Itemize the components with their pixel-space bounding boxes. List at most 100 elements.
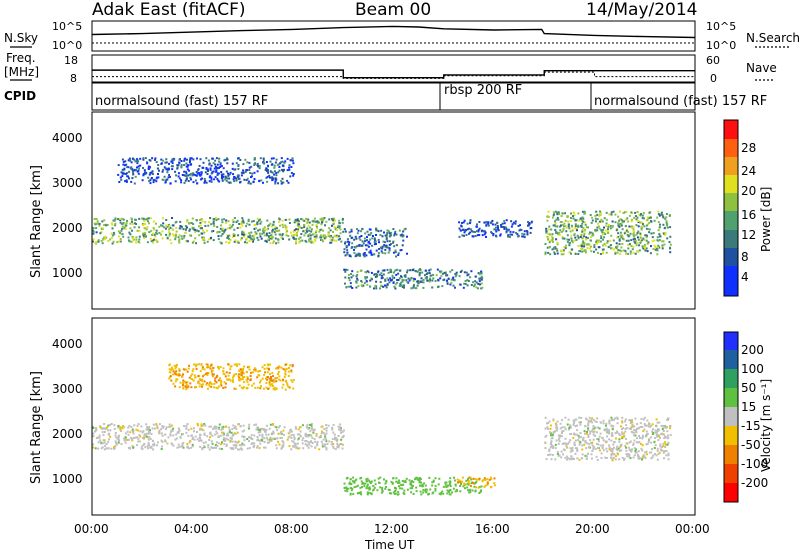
velocity-cell-4-439 [633, 454, 636, 457]
velocity-cell-0-183 [114, 440, 117, 443]
power-cell-5-84 [583, 243, 586, 246]
power-cell-0-495 [166, 225, 169, 228]
power-cell-5-354 [561, 212, 564, 215]
power-cell-2-22 [369, 238, 372, 241]
velocity-cell-0-169 [179, 435, 182, 438]
power-cell-5-550 [619, 210, 621, 213]
power-cell-0-46 [119, 240, 122, 243]
velocity-cell-4-143 [610, 450, 613, 452]
velocity-cell-4-536 [575, 418, 578, 421]
power-cell-0-126 [111, 223, 114, 226]
power-cell-5-187 [593, 250, 595, 253]
power-cell-1-118 [138, 167, 141, 170]
power-cell-5-137 [565, 244, 567, 247]
velocity-cell-1-185 [285, 379, 287, 382]
velocity-cell-4-351 [625, 453, 628, 456]
velocity-cell-0-593 [247, 426, 250, 429]
power-cell-3-216 [401, 286, 404, 288]
velocity-cell-2-93 [350, 489, 353, 492]
power-cell-5-110 [573, 214, 576, 217]
power-cell-3-155 [418, 282, 421, 285]
power-cell-5-415 [669, 226, 672, 229]
power-cell-1-378 [183, 170, 186, 173]
power-cell-1-333 [121, 168, 124, 171]
velocity-cell-0-417 [176, 446, 179, 449]
power-cell-5-259 [610, 234, 613, 237]
power-cell-0-564 [119, 217, 122, 220]
power-cell-0-321 [301, 218, 304, 221]
power-cell-2-187 [389, 234, 392, 237]
velocity-cell-0-233 [145, 435, 148, 438]
velocity-cell-2-22 [431, 481, 434, 484]
velocity-cell-4-572 [637, 455, 640, 458]
power-cell-2-182 [373, 253, 376, 256]
power-cell-3-102 [355, 281, 358, 284]
power-cell-0-683 [153, 238, 155, 241]
velocity-cell-4-587 [616, 445, 619, 448]
velocity-cell-4-497 [589, 430, 592, 433]
velocity-cell-0-626 [337, 444, 339, 447]
velocity-cell-0-346 [131, 444, 134, 447]
velocity-cell-4-412 [651, 456, 654, 459]
velocity-cell-1-116 [272, 387, 275, 390]
power-cell-1-88 [133, 182, 136, 185]
power-cell-3-45 [474, 280, 477, 283]
power-cell-1-85 [144, 171, 147, 174]
power-cell-5-490 [614, 221, 617, 224]
velocity-cell-0-485 [180, 445, 183, 448]
velocity-cell-0-696 [216, 432, 219, 435]
power-cell-0-458 [329, 238, 332, 241]
velocity-cell-0-196 [100, 441, 103, 444]
velocity-cell-1-92 [249, 375, 252, 377]
power-cell-2-107 [360, 235, 363, 237]
power-cell-0-548 [128, 231, 131, 234]
velocity-cell-4-371 [585, 432, 588, 435]
power-cell-0-456 [117, 235, 120, 238]
power-cell-3-204 [384, 278, 387, 281]
velocity-cell-1-346 [277, 373, 279, 375]
velocity-cell-4-506 [578, 458, 581, 461]
velocity-cell-2-132 [445, 486, 448, 488]
velocity-cell-4-144 [639, 437, 641, 439]
velocity-cell-1-296 [174, 373, 177, 376]
velocity-cell-2-47 [363, 482, 366, 485]
velocity-cell-3-30 [493, 482, 496, 485]
power-cell-4-15 [512, 231, 515, 234]
power-cell-3-105 [378, 273, 381, 276]
velocity-cell-4-422 [576, 429, 579, 432]
power-cell-5-115 [584, 251, 587, 254]
velocity-cell-1-27 [214, 377, 217, 380]
velocity-cell-2-46 [359, 491, 362, 494]
power-cell-5-567 [640, 228, 643, 231]
velocity-cell-1-73 [231, 378, 234, 381]
power-cell-0-298 [210, 230, 213, 233]
velocity-cell-4-345 [616, 416, 619, 419]
power-ylabel: Slant Range [km] [29, 165, 44, 278]
power-cell-0-181 [237, 241, 240, 244]
velocity-cell-1-16 [238, 363, 241, 366]
velocity-cell-0-302 [323, 443, 326, 446]
velocity-cell-1-326 [220, 381, 223, 384]
velocity-cell-2-166 [343, 486, 346, 489]
power-cell-0-504 [295, 228, 298, 231]
velocity-cell-2-81 [422, 489, 425, 491]
power-cell-1-388 [142, 158, 145, 161]
power-cell-1-453 [155, 180, 158, 183]
power-cell-1-386 [196, 172, 199, 175]
velocity-cell-0-539 [264, 446, 267, 449]
power-cell-0-466 [334, 228, 337, 231]
velocity-cell-0-319 [280, 446, 283, 449]
power-cell-0-261 [103, 224, 106, 226]
velocity-cell-4-541 [626, 442, 629, 445]
velocity-cell-4-267 [583, 443, 586, 446]
velocity-cell-2-43 [429, 488, 432, 491]
power-cell-1-185 [281, 181, 284, 184]
power-cell-1-374 [248, 180, 250, 183]
power-cell-5-345 [581, 242, 584, 245]
velocity-cell-3-19 [483, 485, 486, 488]
velocity-cell-4-556 [565, 443, 568, 446]
power-cell-3-146 [359, 269, 362, 272]
power-cell-1-454 [169, 182, 172, 185]
velocity-cell-4-469 [576, 448, 579, 451]
velocity-cell-4-430 [592, 445, 595, 448]
